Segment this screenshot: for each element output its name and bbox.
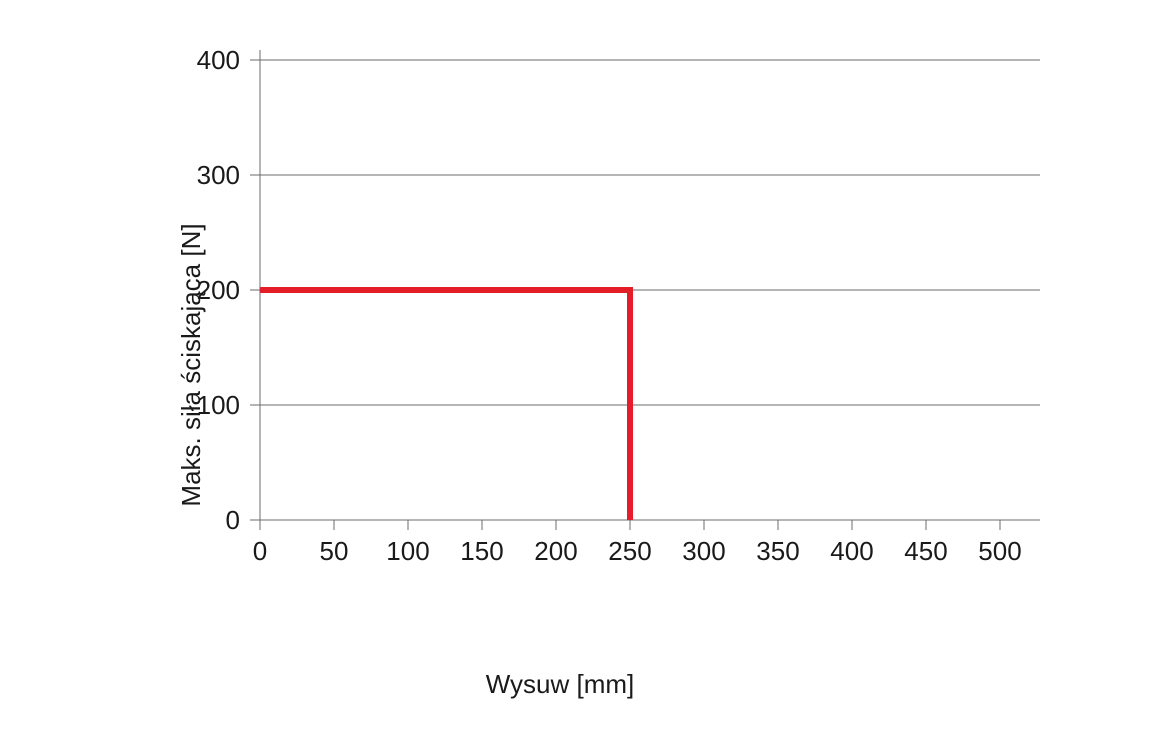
y-tick-label: 200 [197, 275, 240, 305]
x-tick-label: 300 [682, 536, 725, 566]
plot-area: 0501001502002503003504004505000100200300… [190, 50, 1010, 580]
x-tick-label: 400 [830, 536, 873, 566]
x-tick-label: 0 [253, 536, 267, 566]
x-tick-label: 350 [756, 536, 799, 566]
y-tick-label: 100 [197, 390, 240, 420]
x-tick-label: 150 [460, 536, 503, 566]
y-tick-label: 0 [226, 505, 240, 535]
x-tick-label: 50 [320, 536, 349, 566]
chart-container: Maks. siła ściskająca [N] 05010015020025… [60, 40, 1060, 690]
x-tick-label: 450 [904, 536, 947, 566]
chart-svg: 0 50 100 150 200 250 300 350 400 450 500 0 100 200 300… [190, 50, 1080, 600]
x-tick-label: 100 [386, 536, 429, 566]
y-tick-label: 300 [197, 160, 240, 190]
x-tick-label: 250 [608, 536, 651, 566]
x-tick-label: 500 [978, 536, 1021, 566]
y-tick-label: 400 [197, 50, 240, 75]
x-tick-label: 200 [534, 536, 577, 566]
x-axis-label: Wysuw [mm] [486, 669, 635, 700]
